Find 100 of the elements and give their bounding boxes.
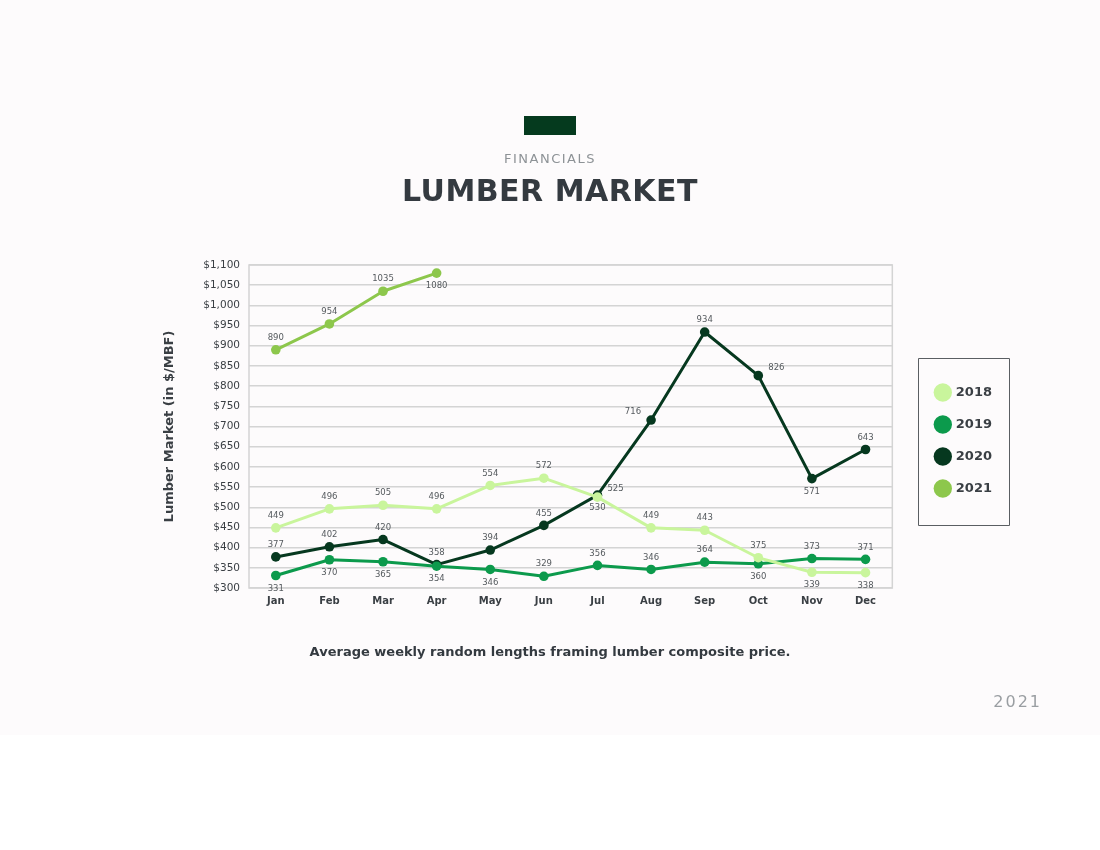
- data-label: 571: [803, 485, 821, 496]
- point: [324, 504, 335, 514]
- data-label: 360: [750, 570, 767, 581]
- point: [485, 545, 496, 555]
- data-label: 934: [696, 314, 713, 325]
- data-label: 572: [535, 460, 552, 471]
- point: [860, 567, 871, 578]
- point: [699, 327, 710, 337]
- x-tick-label: Jun: [533, 594, 553, 606]
- y-tick-label: $1,050: [203, 277, 240, 290]
- y-tick-label: $300: [213, 580, 240, 593]
- point: [592, 560, 603, 571]
- point: [860, 554, 871, 565]
- data-label: 370: [321, 566, 338, 577]
- point: [539, 520, 549, 531]
- data-label: 394: [482, 532, 499, 543]
- x-tick-label: Dec: [855, 594, 877, 606]
- point: [271, 552, 281, 562]
- data-label: 554: [482, 467, 499, 478]
- point: [271, 344, 281, 355]
- y-tick-label: $800: [213, 378, 240, 391]
- point: [271, 570, 281, 581]
- data-label: 1035: [372, 273, 394, 284]
- x-tick-label: Sep: [694, 594, 716, 606]
- data-label: 375: [750, 539, 767, 550]
- y-tick-label: $500: [213, 499, 240, 512]
- data-label: 329: [535, 558, 552, 569]
- data-label: 339: [803, 579, 821, 590]
- text: Average weekly random lengths framing lumber composite price.: [309, 644, 791, 660]
- data-label: 338: [857, 579, 874, 590]
- y-tick-label: $350: [213, 560, 240, 573]
- legend-label: 2019: [955, 415, 993, 431]
- chart-title: LUMBER MARKET: [401, 172, 699, 208]
- data-label: 373: [803, 540, 821, 551]
- point: [539, 571, 549, 582]
- y-tick-label: $700: [213, 419, 240, 432]
- data-label: 455: [535, 507, 552, 518]
- x-tick-label: Nov: [801, 594, 824, 606]
- data-label: 346: [642, 551, 660, 562]
- data-label: 356: [589, 547, 606, 558]
- data-label: 365: [374, 568, 392, 579]
- point: [753, 370, 764, 381]
- data-label: 496: [321, 491, 338, 502]
- chart-subtitle: FINANCIALS: [504, 151, 596, 167]
- point: [378, 556, 388, 567]
- point: [431, 504, 442, 514]
- point: [699, 525, 710, 536]
- data-label: 525: [607, 483, 624, 494]
- data-label: 643: [857, 431, 874, 442]
- point: [807, 473, 817, 484]
- y-tick-label: $600: [213, 459, 240, 472]
- data-label: 402: [321, 529, 338, 540]
- data-label: 358: [428, 546, 445, 557]
- x-tick-label: Apr: [426, 594, 447, 606]
- x-tick-label: Feb: [319, 594, 340, 606]
- data-label: 443: [696, 512, 713, 523]
- legend-label: 2020: [955, 447, 993, 463]
- data-label: 449: [642, 510, 660, 521]
- y-tick-label: $550: [213, 479, 240, 492]
- point: [271, 523, 281, 533]
- data-label: 364: [696, 544, 713, 555]
- y-tick-label: $1,100: [203, 257, 240, 270]
- x-tick-label: Oct: [748, 594, 769, 606]
- data-label: 1080: [425, 280, 448, 291]
- y-axis-title: Lumber Market (in $/MBF): [161, 330, 177, 523]
- point: [324, 554, 335, 565]
- point: [378, 500, 388, 511]
- data-label: 331: [267, 582, 284, 593]
- data-label: 354: [428, 573, 445, 584]
- text: 2021: [993, 692, 1042, 712]
- legend-label: 2018: [955, 383, 993, 399]
- point: [539, 473, 549, 483]
- point: [646, 415, 656, 425]
- point: [699, 557, 710, 567]
- data-label: 505: [374, 487, 392, 498]
- point: [485, 480, 496, 491]
- point: [324, 542, 335, 552]
- point: [807, 567, 817, 578]
- data-label: 954: [321, 306, 338, 317]
- y-tick-label: $650: [213, 439, 240, 452]
- y-tick-label: $1,000: [203, 298, 240, 311]
- point: [324, 319, 335, 329]
- data-label: 346: [482, 576, 499, 587]
- point: [753, 552, 764, 563]
- y-tick-label: $950: [213, 318, 240, 331]
- data-label: 496: [428, 491, 445, 502]
- data-label: 420: [374, 521, 392, 532]
- y-tick-label: $450: [213, 520, 240, 533]
- point: [378, 534, 388, 545]
- data-label: 890: [267, 331, 284, 342]
- y-tick-label: $750: [213, 399, 240, 412]
- point: [485, 564, 496, 575]
- point: [378, 286, 388, 297]
- point: [807, 553, 817, 564]
- point: [646, 564, 656, 575]
- y-tick-label: $400: [213, 540, 240, 553]
- data-label: 377: [267, 539, 284, 550]
- data-label: 530: [589, 502, 606, 513]
- y-tick-label: $900: [213, 338, 240, 351]
- point: [646, 523, 656, 533]
